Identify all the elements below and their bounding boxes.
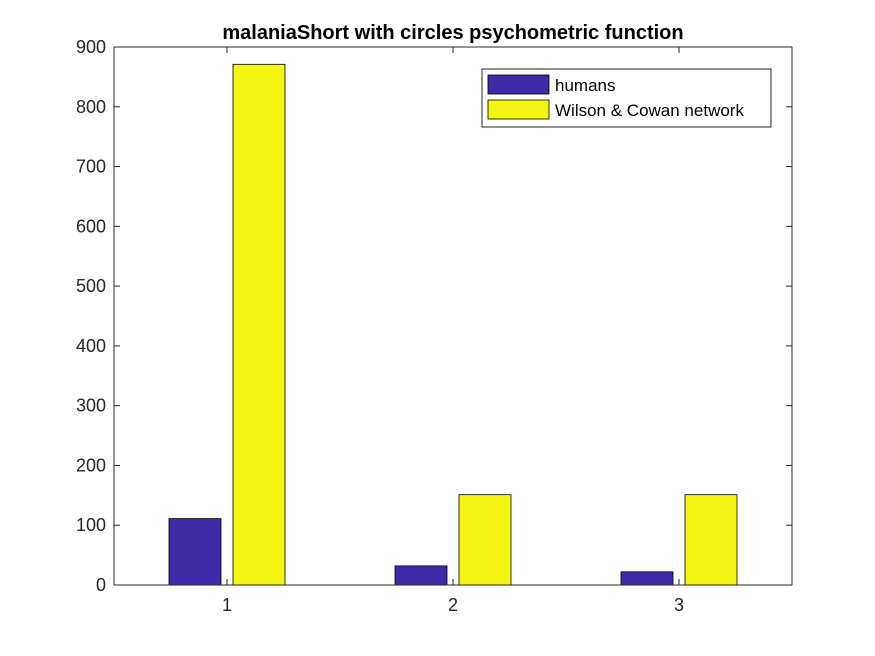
legend: humans Wilson & Cowan network	[481, 68, 772, 128]
y-tick-label: 100	[76, 515, 106, 535]
x-tick-label: 1	[222, 595, 232, 615]
x-tick-label: 2	[448, 595, 458, 615]
y-tick-label: 0	[96, 575, 106, 595]
bar-humans-3	[620, 571, 674, 586]
bars-layer	[168, 63, 738, 586]
y-tick-label: 300	[76, 396, 106, 416]
bar-wilson-cowan-3	[684, 494, 738, 586]
bar-wilson-cowan-1	[232, 63, 286, 586]
bar-wilson-cowan-2	[458, 494, 512, 586]
x-tick-label: 3	[674, 595, 684, 615]
legend-swatch	[487, 74, 550, 95]
y-tick-label: 400	[76, 336, 106, 356]
legend-label: humans	[555, 76, 615, 95]
y-tick-label: 200	[76, 455, 106, 475]
axes-layer: 0 100 200 300 400 500 600 700 800 900 1 2 3	[76, 37, 793, 615]
y-tick-label: 600	[76, 216, 106, 236]
plot-area	[114, 47, 792, 585]
bar-humans-1	[168, 518, 222, 586]
chart-title: malaniaShort with circles psychometric f…	[222, 22, 683, 44]
y-tick-label: 900	[76, 37, 106, 57]
y-tick-label: 700	[76, 157, 106, 177]
legend-swatch	[487, 99, 550, 120]
y-tick-label: 800	[76, 97, 106, 117]
legend-label: Wilson & Cowan network	[555, 101, 744, 120]
bar-humans-2	[394, 565, 448, 586]
y-tick-label: 500	[76, 276, 106, 296]
